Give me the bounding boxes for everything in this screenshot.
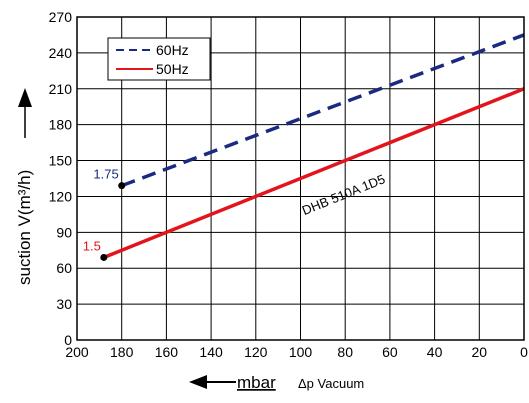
series-endpoint-label-50hz: 1.5: [83, 238, 101, 253]
x-tick-label: 180: [110, 344, 134, 360]
x-axis-arrow: [189, 375, 236, 389]
x-tick-label: 120: [244, 344, 268, 360]
legend-label-50hz: 50Hz: [156, 61, 189, 77]
legend: 60Hz 50Hz: [107, 37, 211, 81]
y-tick-label: 90: [56, 224, 72, 240]
x-tick-label: 20: [472, 344, 488, 360]
series-endpoint-60hz: [118, 182, 126, 190]
series-endpoint-50hz: [100, 253, 108, 261]
series-endpoint-label-60hz: 1.75: [93, 167, 118, 182]
series-endpoints: 1.75 1.5: [83, 167, 126, 261]
y-tick-label: 180: [49, 117, 73, 133]
series-line-50hz: [103, 87, 525, 260]
y-tick-label: 150: [49, 153, 73, 169]
y-tick-label: 30: [56, 296, 72, 312]
x-tick-label: 100: [289, 344, 313, 360]
y-tick-label: 240: [49, 45, 73, 61]
plot-frame: [76, 16, 525, 341]
x-tick-label: 140: [199, 344, 223, 360]
x-tick-label: 80: [337, 344, 353, 360]
tick-labels: 200 180 160 140 120 100 80 60 40 20 00306090120150…: [49, 9, 528, 360]
y-tick-label: 270: [49, 9, 73, 25]
y-tick-label: 0: [64, 332, 72, 348]
y-tick-label: 60: [56, 260, 72, 276]
y-axis-label: suction V(m³/h): [15, 170, 34, 285]
y-tick-label: 120: [49, 188, 73, 204]
legend-label-60hz: 60Hz: [156, 42, 189, 58]
y-axis-arrow: [18, 88, 32, 138]
series-line-60hz: [121, 33, 525, 188]
x-tick-label: 200: [65, 344, 89, 360]
x-axis-description: Δp Vacuum: [298, 376, 364, 391]
x-tick-label: 160: [155, 344, 179, 360]
x-axis-unit: mbar: [237, 373, 276, 392]
y-tick-label: 210: [49, 81, 73, 97]
x-tick-label: 60: [382, 344, 398, 360]
legend-box: [107, 37, 211, 81]
series-lines: [103, 33, 525, 260]
x-tick-label: 0: [520, 344, 528, 360]
x-tick-label: 40: [427, 344, 443, 360]
model-annotation: DHB 510A 1D5: [300, 171, 387, 218]
